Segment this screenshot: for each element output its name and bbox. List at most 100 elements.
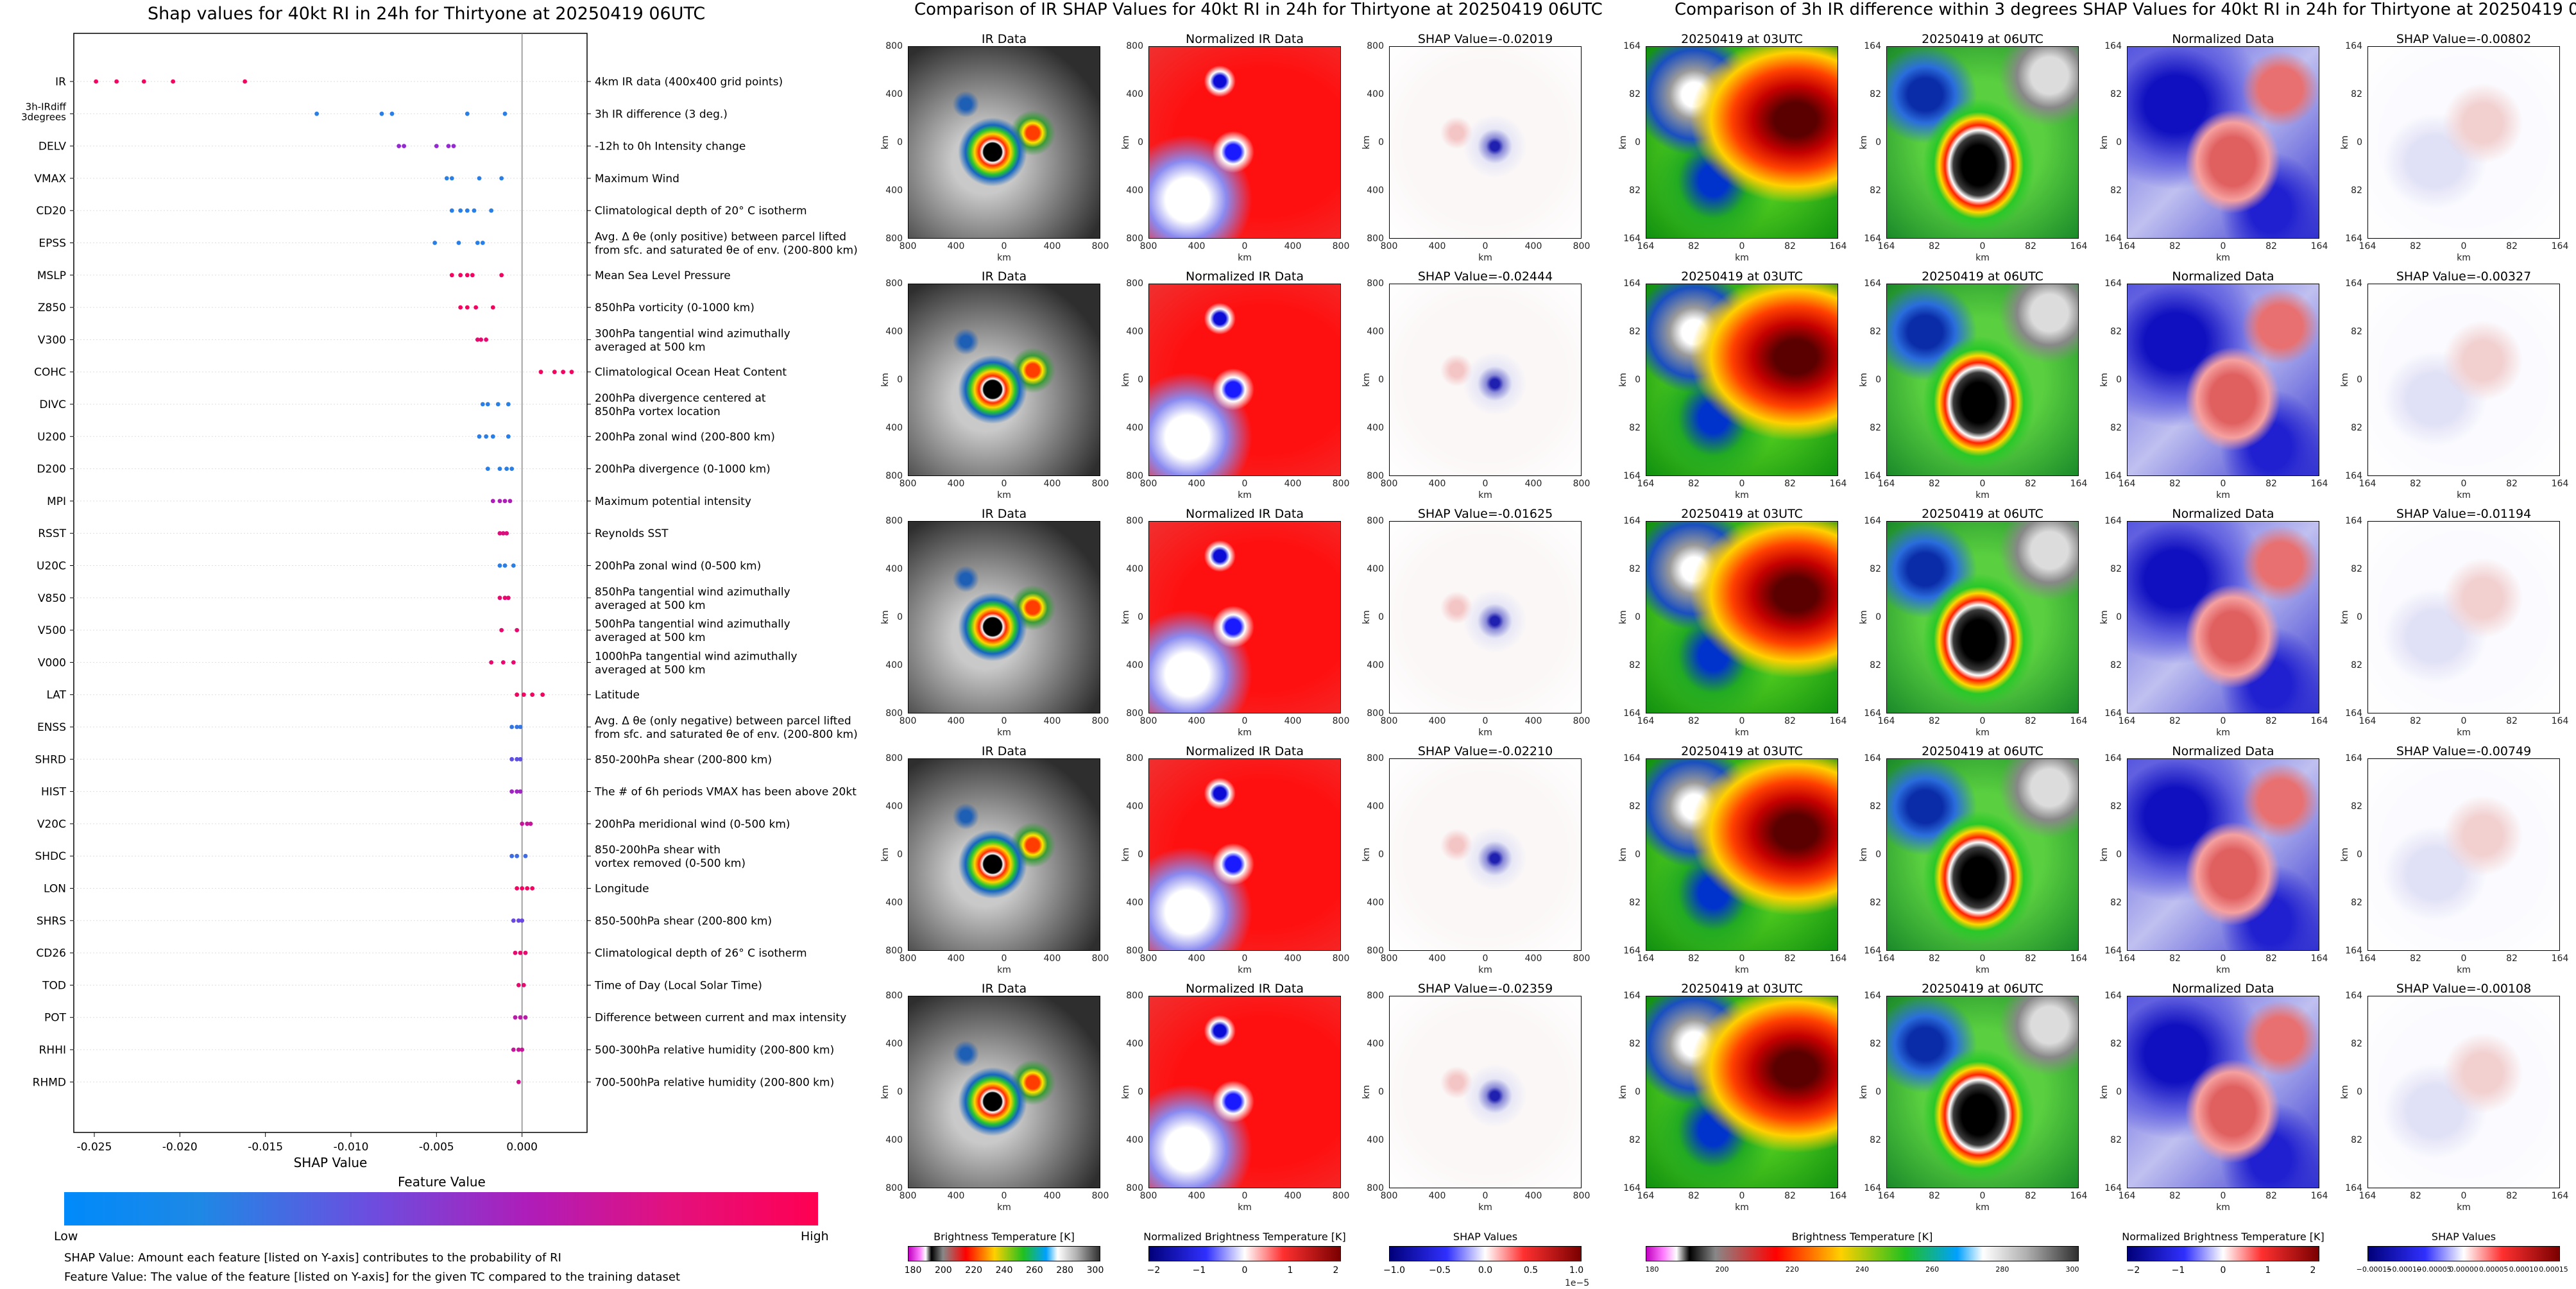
y-axis-label: km — [2099, 1085, 2110, 1099]
y-axis-label: km — [1858, 848, 1869, 862]
shap-point — [444, 176, 449, 181]
y-tick-label: 0 — [2357, 375, 2362, 385]
feature-description: 500-300hPa relative humidity (200-800 km… — [595, 1044, 834, 1057]
shap-point — [477, 176, 482, 181]
y-tick-label: 0 — [2116, 612, 2122, 622]
feature-description: Climatological depth of 20° C isotherm — [595, 205, 807, 218]
y-tick-label: 800 — [1367, 753, 1384, 764]
x-tick-label: 164 — [2070, 1191, 2088, 1201]
feature-description: 850-500hPa shear (200-800 km) — [595, 915, 772, 928]
panel-title: SHAP Value=-0.02444 — [1417, 269, 1553, 284]
heatmap-image — [2367, 284, 2560, 476]
x-axis-label: km — [1975, 728, 1990, 738]
x-axis-label: km — [1478, 253, 1492, 263]
x-tick-label: 82 — [1784, 241, 1796, 252]
y-tick-label: 800 — [1126, 708, 1143, 719]
x-tick-label: -0.010 — [334, 1141, 369, 1154]
y-axis-label: km — [2099, 848, 2110, 862]
x-tick-label: 800 — [899, 716, 917, 726]
feature-description: averaged at 500 km — [595, 631, 706, 644]
heatmap-image — [1886, 521, 2079, 713]
y-tick-label: 400 — [1126, 1135, 1143, 1145]
colorbar-tick-label: −0.00010 — [2386, 1265, 2422, 1274]
shap-point — [518, 724, 523, 730]
panel-title: SHAP Value=-0.01625 — [1417, 507, 1553, 521]
x-tick-label: 0 — [1001, 716, 1007, 726]
x-tick-label: 82 — [1688, 479, 1700, 489]
colorbar-tick-label: 200 — [1715, 1265, 1729, 1274]
shap-point — [432, 241, 438, 245]
y-axis-label: km — [880, 610, 891, 624]
x-tick-label: 400 — [1524, 716, 1542, 726]
x-tick-label: 0 — [1739, 953, 1745, 964]
shap-point — [518, 756, 523, 762]
y-tick-label: 82 — [2110, 1135, 2122, 1145]
x-tick-label: 400 — [947, 953, 965, 964]
x-tick-label: 164 — [1637, 716, 1655, 726]
y-axis-label: km — [1120, 135, 1131, 149]
heatmap-image — [1148, 996, 1341, 1188]
y-tick-label: 82 — [2351, 801, 2362, 812]
panel-title: 20250419 at 06UTC — [1922, 982, 2043, 996]
colorbar-tick-label: −0.00015 — [2356, 1265, 2392, 1274]
y-tick-label: 800 — [1126, 991, 1143, 1001]
shap-point — [243, 79, 248, 84]
feature-description: Climatological depth of 26° C isotherm — [595, 947, 807, 960]
y-tick-label: 0 — [2116, 849, 2122, 860]
x-tick-label: 82 — [1784, 953, 1796, 964]
shap-point — [511, 918, 516, 923]
heatmap-panel: IR Data 800 400 0 400 800 km 800 400 0 400 800 km — [880, 982, 1126, 1220]
shap-summary-panel: IR 4km IR data (400x400 grid points) 3h-IR… — [0, 0, 860, 1289]
y-tick-label: 400 — [1367, 327, 1384, 337]
x-tick-label: 82 — [1688, 1191, 1700, 1201]
y-axis-label: km — [2339, 1085, 2350, 1099]
x-tick-label: 0 — [2461, 1191, 2467, 1201]
y-tick-label: 82 — [2351, 185, 2362, 196]
x-tick-label: 0 — [1241, 716, 1248, 726]
y-tick-label: 164 — [2104, 234, 2122, 244]
x-tick-label: 164 — [2358, 241, 2376, 252]
feature-code-label: POT — [44, 1012, 67, 1025]
y-tick-label: 0 — [1875, 849, 1881, 860]
y-tick-label: 82 — [2110, 660, 2122, 670]
x-axis-label: km — [1238, 253, 1252, 263]
heatmap-image — [2127, 758, 2319, 951]
heatmap-image — [2367, 758, 2560, 951]
y-tick-label: 164 — [1864, 991, 1881, 1001]
y-tick-label: 800 — [1367, 708, 1384, 719]
x-axis-label: km — [997, 728, 1011, 738]
x-tick-label: 800 — [1332, 479, 1350, 489]
shap-point — [500, 660, 506, 665]
x-axis-label: km — [2457, 490, 2471, 500]
y-axis-label: km — [1858, 1085, 1869, 1099]
feature-code-label: RSST — [38, 527, 66, 540]
feature-value-colorbar-title: Feature Value — [398, 1174, 486, 1190]
heatmap-panel: 20250419 at 06UTC 164 82 0 82 164 km 164 82 0 82 16… — [1859, 982, 2104, 1220]
feature-description: vortex removed (0-500 km) — [595, 857, 746, 870]
y-tick-label: 82 — [1629, 801, 1641, 812]
colorbar-tick-label: 0.00000 — [2449, 1265, 2478, 1274]
shap-point — [465, 111, 470, 116]
colorbar — [908, 1246, 1100, 1261]
x-tick-label: -0.020 — [162, 1141, 198, 1154]
heatmap-image — [908, 758, 1100, 951]
x-tick-label: 164 — [2310, 716, 2328, 726]
x-tick-label: 0 — [1482, 1191, 1488, 1201]
x-tick-label: 82 — [2169, 1191, 2181, 1201]
feature-description: Difference between current and max inten… — [595, 1012, 846, 1025]
heatmap-panel: SHAP Value=-0.01625 800 400 0 400 800 km 800 400… — [1361, 507, 1607, 746]
x-axis-label: km — [1735, 728, 1749, 738]
shap-point — [465, 273, 470, 278]
y-tick-label: 82 — [2351, 564, 2362, 574]
shap-point — [569, 370, 574, 375]
colorbar-tick-label: −2 — [2126, 1265, 2140, 1276]
panel-title: IR Data — [981, 507, 1027, 521]
panel-title: SHAP Value=-0.00327 — [2396, 269, 2532, 284]
panel-title: SHAP Value=-0.01194 — [2396, 507, 2532, 521]
y-axis-label: km — [2339, 135, 2350, 149]
x-tick-label: 164 — [2310, 241, 2328, 252]
panel-title: 20250419 at 06UTC — [1922, 32, 2043, 46]
x-tick-label: 164 — [2551, 953, 2569, 964]
y-axis-label: km — [1858, 135, 1869, 149]
feature-code-label: IR — [55, 76, 66, 89]
